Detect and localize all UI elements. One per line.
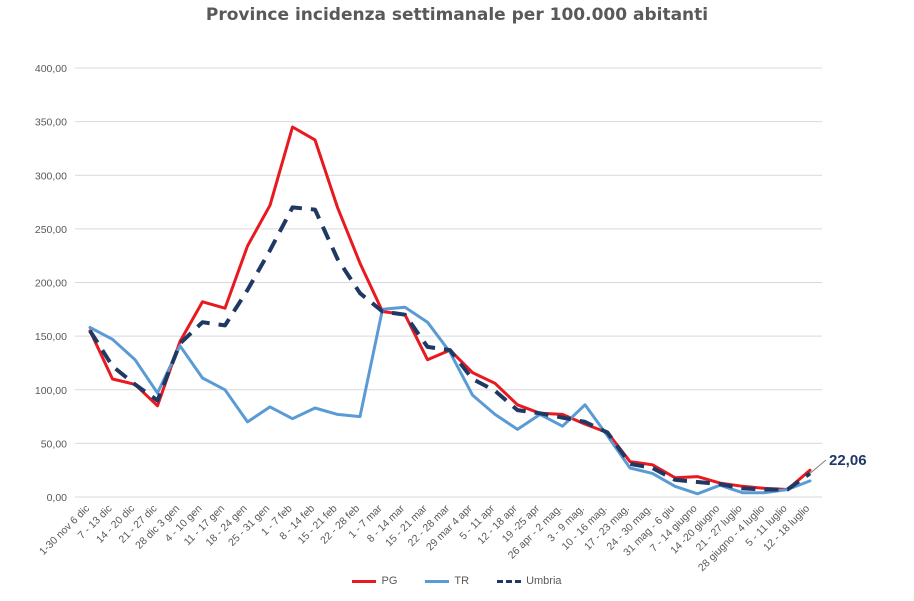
y-tick-label: 0,00 — [47, 492, 68, 504]
series-line-umbria — [88, 205, 812, 492]
y-axis-labels: 0,00 50,00 100,00 150,00 200,00 250,00 300,00 3… — [35, 63, 67, 504]
y-tick-label: 250,00 — [35, 224, 67, 236]
annotation-label: 22,06 — [829, 452, 867, 469]
legend: PG TR Umbria — [0, 575, 914, 587]
grid-lines — [75, 67, 822, 498]
chart-title: Province incidenza settimanale per 100.0… — [205, 5, 709, 25]
y-tick-label: 200,00 — [35, 278, 67, 290]
legend-swatch — [497, 579, 522, 583]
series-line-tr — [88, 305, 812, 496]
y-tick-label: 100,00 — [35, 385, 67, 397]
y-tick-label: 300,00 — [35, 170, 67, 182]
legend-label: Umbria — [526, 575, 562, 587]
legend-item-pg: PG — [352, 575, 397, 587]
legend-swatch — [425, 579, 450, 583]
y-tick-label: 150,00 — [35, 331, 67, 343]
series-lines — [88, 125, 812, 496]
legend-item-umbria: Umbria — [497, 575, 562, 587]
legend-swatch — [352, 579, 377, 583]
annotation-leader-line — [809, 459, 827, 474]
series-line-pg — [88, 125, 812, 491]
legend-label: PG — [381, 575, 398, 587]
legend-item-tr: TR — [425, 575, 469, 587]
y-tick-label: 400,00 — [35, 63, 67, 75]
y-tick-label: 350,00 — [35, 117, 67, 129]
annotation-group: 22,06 — [809, 452, 867, 474]
legend-label: TR — [454, 575, 470, 587]
y-tick-label: 50,00 — [41, 438, 67, 450]
